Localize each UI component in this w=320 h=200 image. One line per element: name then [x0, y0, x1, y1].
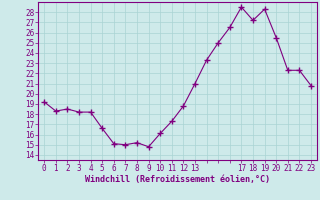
X-axis label: Windchill (Refroidissement éolien,°C): Windchill (Refroidissement éolien,°C) [85, 175, 270, 184]
